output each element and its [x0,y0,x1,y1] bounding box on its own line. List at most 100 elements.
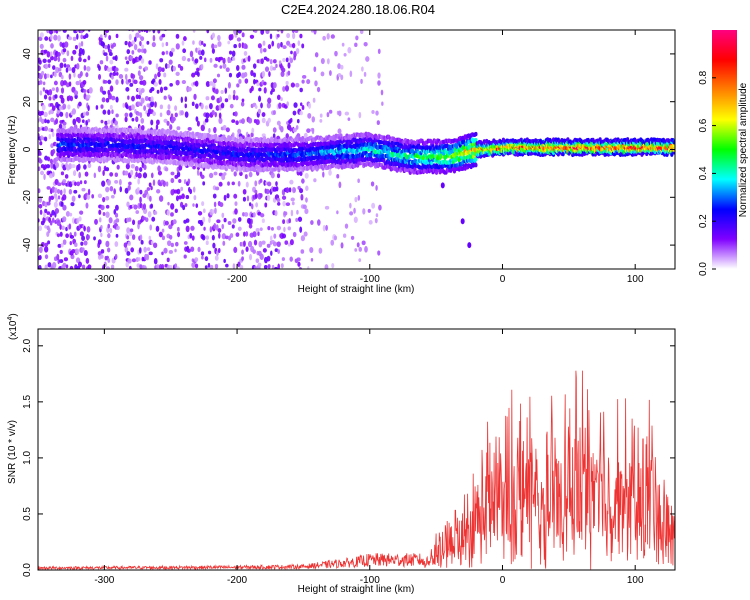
spectrogram-noise-cell [277,201,281,206]
spectrogram-noise-cell [179,65,184,71]
spectrogram-noise-cell [152,30,156,34]
spectrogram-noise-cell [163,72,167,78]
spectrogram-noise-cell [170,212,174,217]
spectrogram-noise-cell [114,212,119,218]
spectrogram-noise-cell [207,250,212,255]
spectrogram-noise-cell [255,228,260,232]
spectrogram-noise-cell [83,225,86,232]
spectrogram-noise-cell [108,217,113,224]
spectrogram-noise-cell [296,257,301,262]
spectrogram-noise-cell [124,67,129,72]
spectrogram-noise-cell [294,30,299,33]
spectrogram-noise-cell [139,234,143,241]
spectrogram-noise-cell [226,193,230,199]
spectrogram-noise-cell [358,246,363,252]
spectrogram-noise-cell [289,117,293,123]
spectrogram-noise-cell [304,208,309,215]
spectrogram-noise-cell [223,217,227,223]
spectrogram-noise-cell [124,73,128,81]
spectrogram-noise-cell [166,209,170,216]
spectrogram-noise-cell [174,208,178,214]
spectrogram-noise-cell [107,79,112,85]
spectrogram-noise-cell [292,110,297,116]
spectrogram-noise-cell [342,233,347,238]
spectrogram-noise-cell [186,248,191,253]
spectrogram-noise-cell [55,86,59,93]
spectrogram-noise-cell [269,33,273,40]
spectrogram-noise-cell [50,55,54,61]
spectrogram-noise-cell [99,34,103,39]
spectrogram-noise-cell [46,30,50,34]
spectrogram-noise-cell [213,44,218,49]
spectrogram-noise-cell [236,83,240,88]
spectrogram-noise-cell [71,195,76,202]
spectrogram-noise-cell [194,263,199,269]
spectrogram-noise-cell [241,64,246,70]
spectrogram-noise-cell [244,174,248,180]
spectrogram-noise-cell [142,265,147,269]
spectrogram-noise-cell [67,104,71,110]
spectrogram-noise-cell [269,235,273,242]
spectrogram-noise-cell [50,128,54,133]
spectrogram-noise-cell [131,30,135,32]
spectrogram-noise-cell [124,187,129,194]
spectrogram-noise-cell [292,32,296,40]
spectrogram-noise-cell [301,79,305,84]
spectrogram-noise-cell [137,70,141,77]
spectrogram-noise-cell [168,250,173,254]
spectrogram-noise-cell [338,110,342,117]
spectrogram-noise-cell [111,109,114,115]
spectrogram-noise-cell [73,231,77,237]
spectrogram-noise-cell [101,97,106,103]
spectrogram-noise-cell [260,102,263,109]
spectrogram-noise-cell [221,223,225,230]
spectrogram-noise-cell [310,30,314,33]
spectrogram-noise-cell [118,178,122,186]
spectrogram-noise-cell [180,186,184,192]
spectrogram-noise-cell [140,97,145,104]
spectrogram-noise-cell [79,180,83,185]
spectrogram-noise-cell [241,118,245,124]
spectrogram-noise-cell [167,240,172,247]
spectrogram-noise-cell [143,246,147,253]
spectrogram-noise-cell [196,169,200,176]
spectrogram-noise-cell [78,101,82,107]
spectrogram-noise-cell [178,179,182,184]
spectrogram-noise-cell [105,211,110,218]
spectrogram-noise-cell [81,119,85,123]
spectrogram-noise-cell [267,117,271,123]
spectrogram-noise-cell [347,47,352,54]
spectrogram-noise-cell [76,33,79,40]
spectrogram-noise-cell [140,117,145,124]
spectrogram-noise-cell [192,186,196,193]
spectrogram-noise-cell [161,67,165,72]
spectrogram-noise-cell [262,40,266,46]
spectrogram-noise-cell [285,187,290,194]
spectrogram-noise-cell [330,239,335,246]
spectrogram-noise-cell [203,43,206,47]
spectrogram-noise-cell [77,261,83,268]
spectrogram-noise-cell [218,117,223,124]
spectrogram-noise-cell [174,248,177,253]
spectrogram-noise-cell [340,64,344,70]
spectrogram-noise-cell [85,202,89,209]
spectrogram-noise-cell [148,251,153,256]
spectrogram-noise-cell [358,111,362,119]
spectrogram-noise-cell [191,72,196,78]
spectrogram-noise-cell [87,118,91,123]
spectrogram-noise-cell [353,216,358,223]
spectrogram-noise-cell [229,103,234,109]
spectrogram-noise-cell [375,213,379,218]
spectrogram-noise-cell [293,102,298,108]
spectrogram-noise-cell [312,97,316,103]
spectrogram-noise-cell [208,217,211,224]
spectrogram-noise-cell [130,169,134,176]
spectrogram-noise-cell [224,98,229,103]
spectrogram-noise-cell [44,136,48,142]
spectrogram-noise-cell [228,50,233,55]
spectrogram-noise-cell [250,70,254,77]
spectrogram-noise-cell [215,224,219,231]
spectrogram-noise-cell [261,117,266,124]
spectrogram-noise-cell [361,66,364,72]
spectrogram-noise-cell [227,181,230,186]
